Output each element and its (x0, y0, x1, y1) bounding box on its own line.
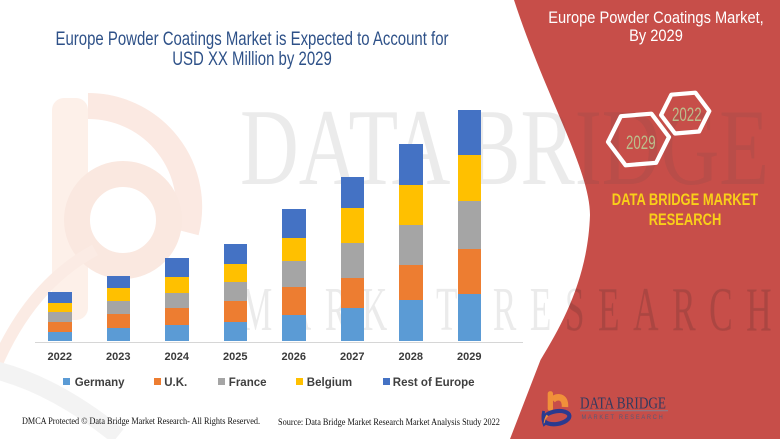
svg-text:DATA BRIDGE: DATA BRIDGE (580, 393, 666, 412)
svg-text:MARKET RESEARCH: MARKET RESEARCH (582, 414, 665, 421)
